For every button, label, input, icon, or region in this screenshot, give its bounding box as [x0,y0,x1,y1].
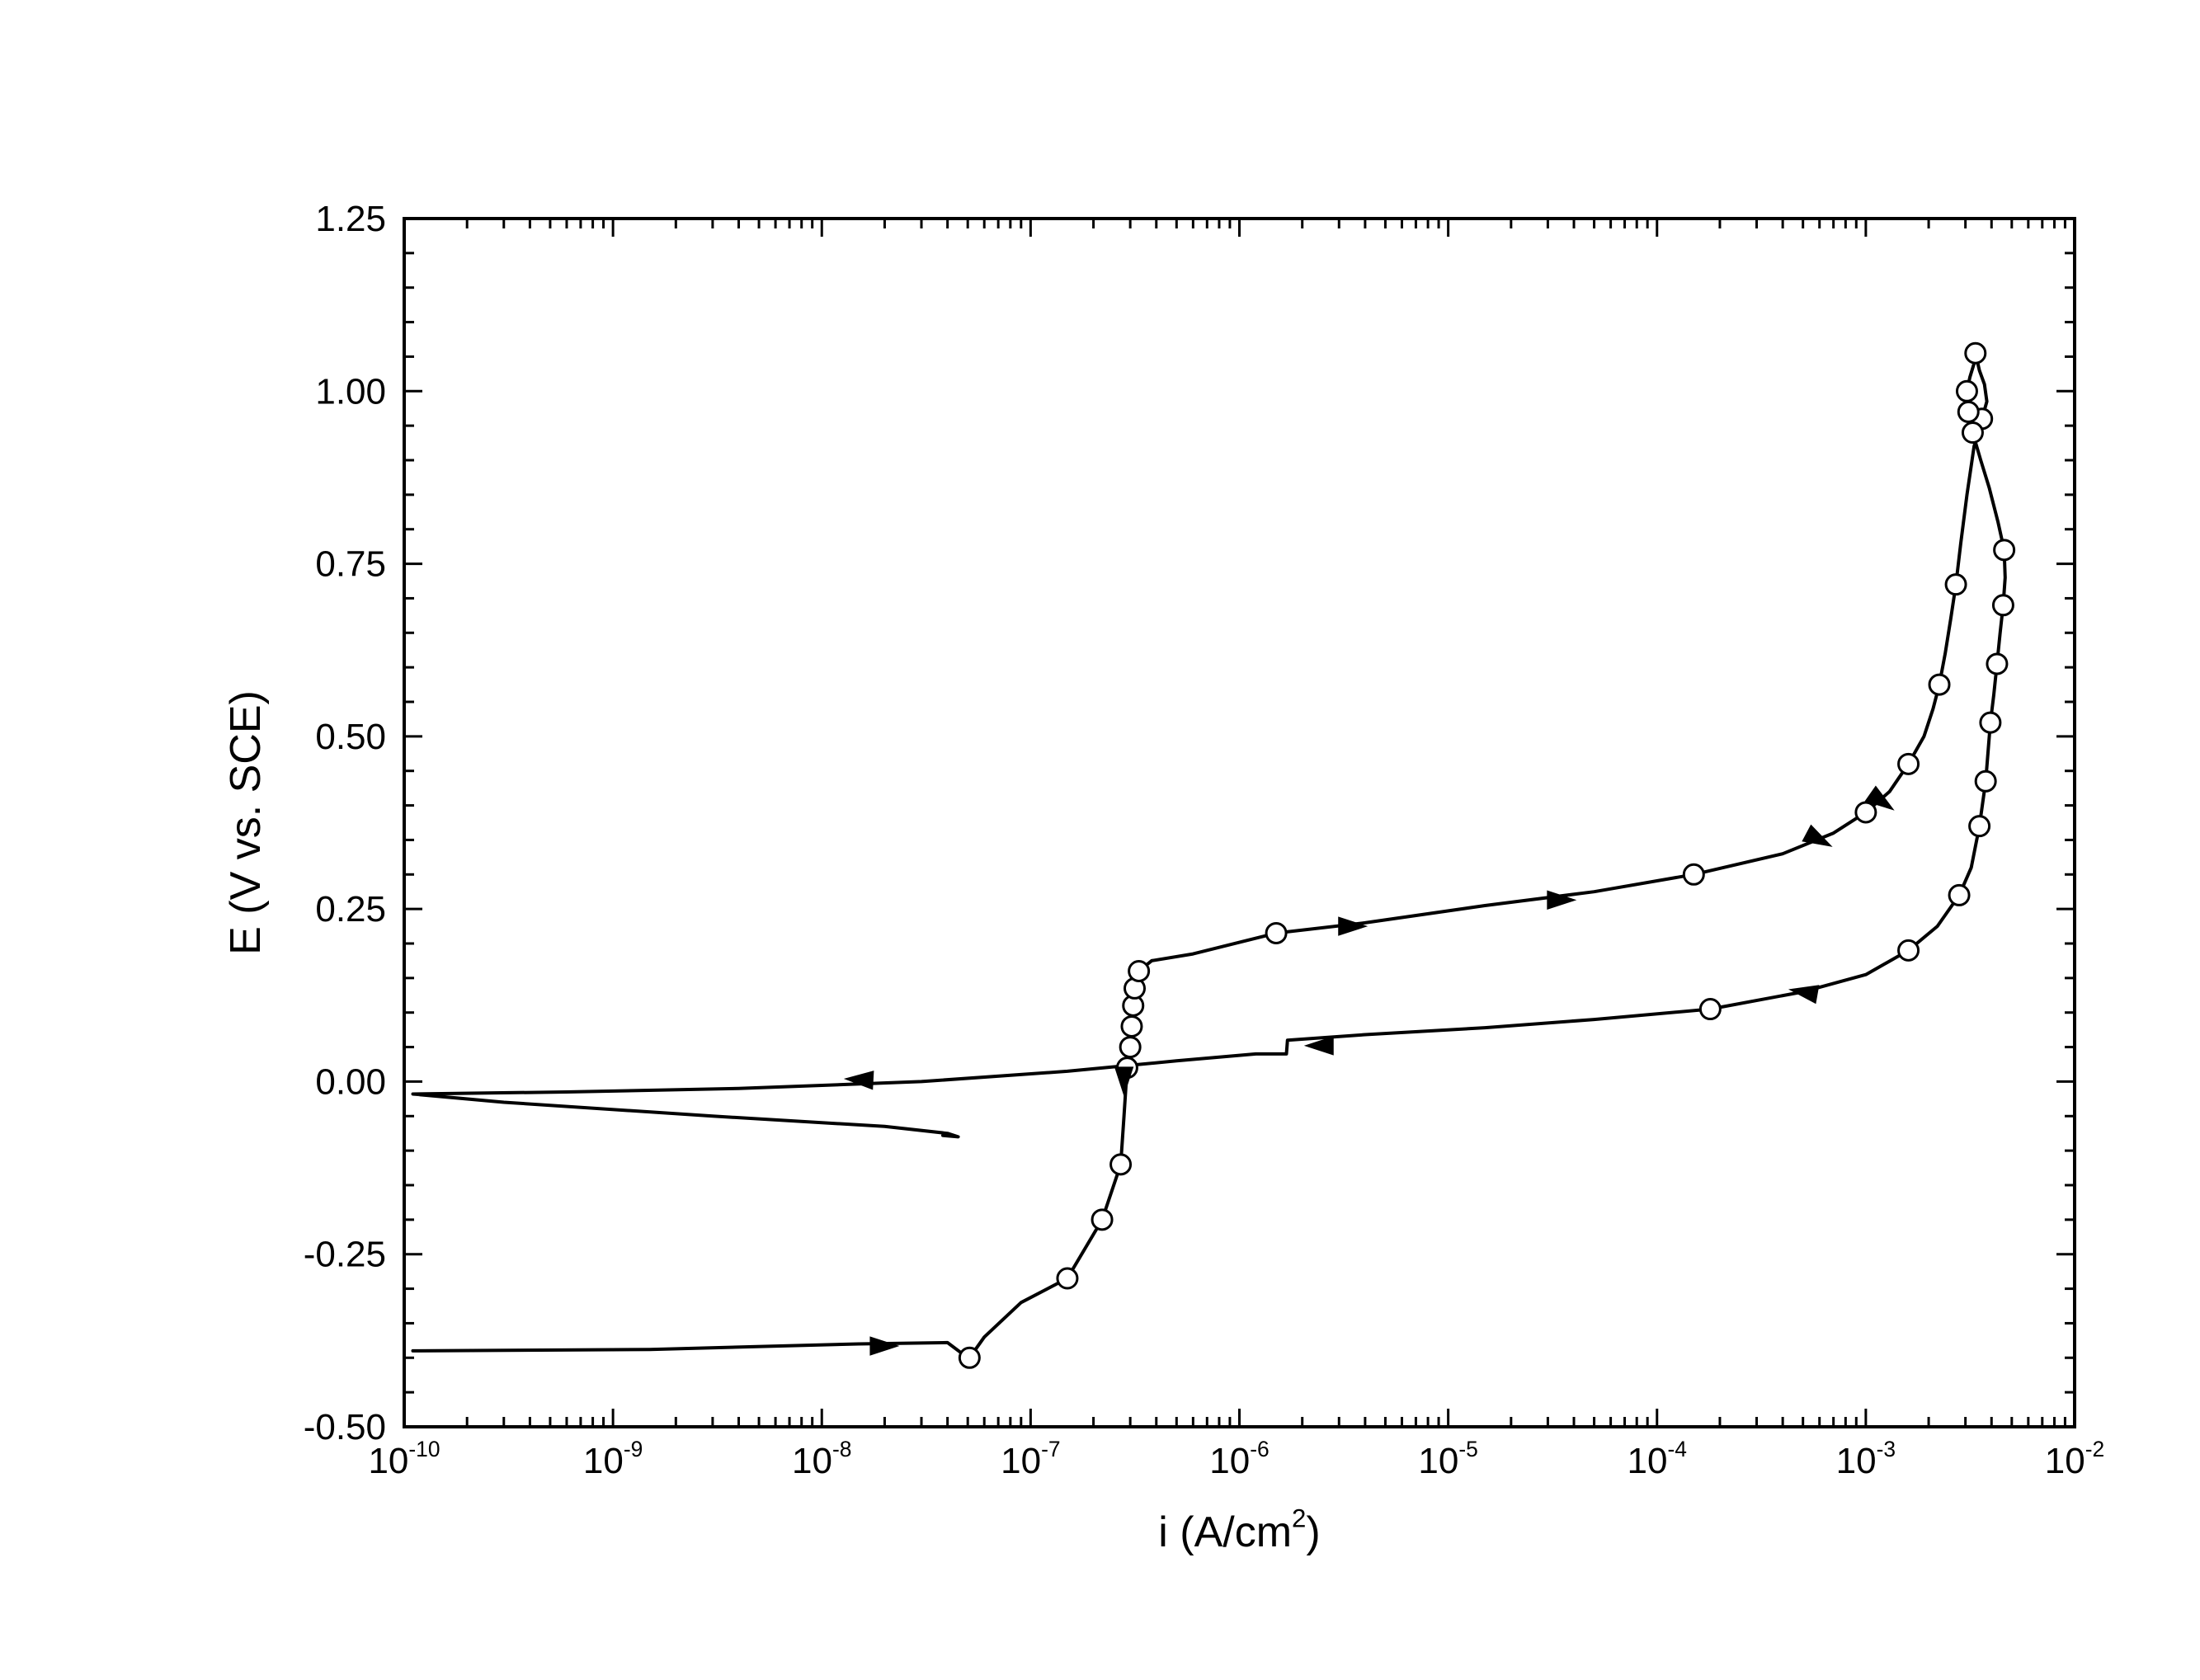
chart-svg: 10-1010-910-810-710-610-510-410-310-2-0.… [0,0,2200,1680]
data-marker [1946,575,1966,595]
data-marker [1122,1016,1142,1036]
y-tick-label: 1.00 [315,371,386,412]
polarization-chart: 10-1010-910-810-710-610-510-410-310-2-0.… [0,0,2200,1680]
data-marker [1899,940,1919,960]
data-marker [1120,1038,1140,1057]
data-marker [1958,402,1978,421]
y-tick-label: -0.25 [304,1235,386,1275]
data-marker [1899,754,1919,774]
data-marker [1092,1210,1112,1230]
y-tick-label: 0.25 [315,889,386,929]
data-marker [1976,771,1995,791]
data-marker [1129,961,1149,981]
data-marker [959,1348,979,1367]
data-marker [1058,1268,1077,1288]
y-tick-label: 0.00 [315,1061,386,1102]
data-marker [1957,381,1976,401]
data-marker [1929,675,1949,694]
data-marker [1266,923,1286,943]
y-tick-label: 0.75 [315,544,386,585]
data-marker [1966,343,1986,363]
data-marker [1111,1155,1131,1174]
data-marker [1962,423,1982,443]
data-marker [1995,540,2014,560]
data-marker [1700,1000,1720,1019]
data-marker [1981,713,2000,732]
data-marker [1856,802,1876,822]
y-tick-label: -0.50 [304,1407,386,1447]
data-marker [1987,654,2007,674]
data-marker [1949,885,1969,905]
y-tick-label: 0.50 [315,717,386,757]
data-marker [1684,864,1703,884]
y-axis-label: E (V vs. SCE) [222,690,270,955]
data-marker [1970,816,1990,836]
data-marker [1993,595,2013,615]
y-tick-label: 1.25 [315,199,386,239]
